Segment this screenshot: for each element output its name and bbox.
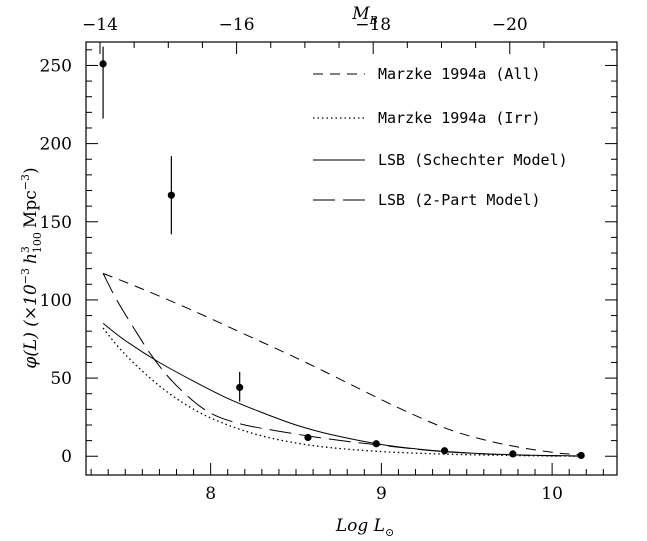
y-tick-label: 250: [40, 56, 72, 76]
data-point: [509, 450, 517, 458]
data-point: [236, 383, 244, 392]
series-line-1: [102, 272, 582, 456]
legend-label-2: Marzke 1994a (Irr): [378, 109, 541, 127]
plot-frame: [85, 41, 618, 476]
data-point: [99, 60, 107, 68]
series-line-2: [102, 327, 582, 457]
series-line-4: [102, 273, 582, 457]
legend-label-4: LSB (2-Part Model): [378, 191, 541, 209]
x-axis-title: Log L⊙: [335, 516, 394, 539]
data-point: [440, 447, 449, 455]
curves-group: [102, 272, 582, 457]
legend-label-1: Marzke 1994a (All): [378, 65, 541, 83]
top-tick-label: −14: [82, 15, 118, 35]
data-point: [304, 433, 312, 442]
x-tick-label: 8: [205, 484, 216, 504]
data-point: [167, 191, 175, 199]
x-tick-label: 9: [376, 484, 387, 504]
y-axis-title: φ(L) (×10−3h3100Mpc−3): [19, 167, 44, 368]
y-tick-label: 100: [40, 291, 72, 311]
legend: Marzke 1994a (All) Marzke 1994a (Irr) LSB …: [313, 65, 568, 209]
y-tick-label: 50: [50, 369, 72, 389]
top-tick-label: −16: [219, 15, 255, 35]
points-group: [99, 46, 585, 460]
top-axis-title-sub: B: [369, 14, 378, 27]
x-axis-title-sub: ⊙: [385, 526, 394, 539]
x-tick-label: 10: [541, 484, 563, 504]
data-point: [372, 440, 380, 448]
top-tick-label: −20: [492, 15, 528, 35]
top-axis-title: MB: [351, 4, 378, 27]
y-tick-label: 200: [40, 135, 72, 155]
y-tick-label: 150: [40, 213, 72, 233]
axes-group: 8 9 10 −14 −16 −18 −20 0 50 100 150 200 250: [40, 15, 618, 504]
y-tick-label: 0: [61, 447, 72, 467]
top-tick-label: −18: [355, 15, 391, 35]
series-line-3: [102, 323, 582, 457]
data-point: [577, 451, 585, 460]
legend-label-3: LSB (Schechter Model): [378, 151, 568, 169]
